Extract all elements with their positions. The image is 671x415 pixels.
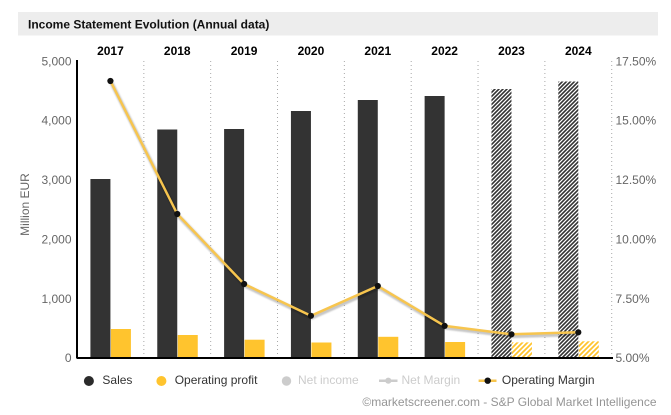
svg-text:2019: 2019 <box>231 44 258 58</box>
svg-text:2020: 2020 <box>298 44 325 58</box>
svg-text:Income Statement Evolution (An: Income Statement Evolution (Annual data) <box>28 18 269 32</box>
svg-text:Operating Margin: Operating Margin <box>502 373 595 387</box>
svg-text:Sales: Sales <box>102 373 132 387</box>
svg-text:2021: 2021 <box>364 44 391 58</box>
svg-text:2017: 2017 <box>97 44 124 58</box>
svg-text:5,000: 5,000 <box>41 54 71 68</box>
svg-text:Net Margin: Net Margin <box>402 373 461 387</box>
svg-text:2024: 2024 <box>565 44 592 58</box>
svg-text:0: 0 <box>65 351 72 365</box>
svg-text:2022: 2022 <box>431 44 458 58</box>
svg-text:3,000: 3,000 <box>41 173 71 187</box>
svg-text:Million EUR: Million EUR <box>18 173 32 236</box>
svg-text:7.50%: 7.50% <box>616 292 650 306</box>
svg-text:5.00%: 5.00% <box>616 351 650 365</box>
svg-text:2,000: 2,000 <box>41 233 71 247</box>
svg-text:Operating profit: Operating profit <box>175 373 258 387</box>
svg-text:2023: 2023 <box>498 44 525 58</box>
svg-text:4,000: 4,000 <box>41 114 71 128</box>
svg-text:17.50%: 17.50% <box>616 54 657 68</box>
svg-text:2018: 2018 <box>164 44 191 58</box>
svg-text:15.00%: 15.00% <box>616 114 657 128</box>
svg-text:©marketscreener.com - S&P Glob: ©marketscreener.com - S&P Global Market … <box>362 395 656 409</box>
svg-text:12.50%: 12.50% <box>616 173 657 187</box>
svg-text:Net income: Net income <box>298 373 359 387</box>
svg-text:1,000: 1,000 <box>41 292 71 306</box>
svg-text:10.00%: 10.00% <box>616 233 657 247</box>
